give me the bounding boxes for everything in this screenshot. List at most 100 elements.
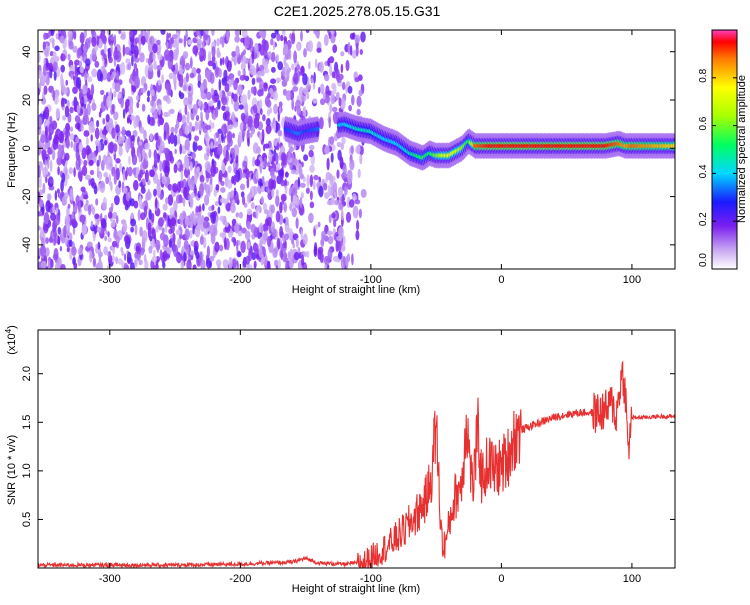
- snr-scale-exp: 4: [4, 328, 13, 333]
- spectrogram-noise-blob: [299, 196, 303, 209]
- spectrogram-noise-blob: [255, 253, 259, 260]
- spectrogram-noise-blob: [314, 58, 318, 68]
- spectrogram-noise-blob: [38, 52, 41, 63]
- spectrogram-noise-blob: [70, 140, 73, 149]
- spectrogram-noise-blob: [243, 123, 247, 131]
- spectrogram-noise-blob: [303, 87, 309, 95]
- spectrogram-noise-blob: [232, 132, 235, 139]
- spectrogram-noise-blob: [238, 211, 243, 219]
- spectrogram-noise-blob: [331, 212, 336, 219]
- spectrogram-noise-blob: [148, 148, 152, 159]
- spectrogram-noise-blob: [187, 92, 193, 105]
- spectrogram-noise-blob: [149, 133, 153, 142]
- spectrogram-noise-blob: [225, 149, 229, 162]
- spectrogram-noise-blob: [107, 237, 112, 243]
- spectrogram-noise-blob: [327, 235, 334, 245]
- spectrogram-noise-blob: [69, 188, 74, 201]
- spectrogram-noise-blob: [180, 260, 185, 269]
- spectrogram-noise-blob: [203, 31, 206, 44]
- spectrogram-noise-blob: [300, 182, 306, 188]
- spectrogram-noise-blob: [239, 183, 246, 191]
- spectrogram-noise-blob: [242, 160, 248, 168]
- spectrogram-noise-blob: [162, 261, 166, 269]
- spectrogram-noise-blob: [135, 246, 140, 252]
- spectrogram-noise-blob: [90, 220, 94, 228]
- spectrogram-noise-blob: [292, 86, 299, 92]
- spectrogram-noise-blob: [242, 69, 247, 75]
- spectrogram-noise-blob: [163, 49, 170, 61]
- spectrogram-noise-blob: [209, 224, 216, 237]
- spectrogram-noise-blob: [96, 226, 102, 233]
- spectrogram-noise-blob: [210, 141, 214, 150]
- spectrogram-noise-blob: [227, 144, 231, 151]
- spectrogram-noise-blob: [168, 32, 172, 39]
- spectrogram-noise-blob: [295, 237, 299, 248]
- spectrogram-noise-blob: [268, 150, 272, 164]
- spectrogram-noise-blob: [38, 225, 41, 231]
- spectrogram-noise-blob: [313, 246, 318, 258]
- spectrogram-noise-blob: [319, 251, 324, 264]
- spectrogram-noise-blob: [138, 195, 142, 209]
- spectrogram-noise-blob: [256, 146, 261, 155]
- spectrogram-noise-blob: [264, 230, 268, 240]
- spectrogram-noise-blob: [120, 62, 126, 75]
- spectrogram-noise-blob: [233, 55, 237, 66]
- spectrogram-noise-blob: [292, 243, 296, 249]
- spectrogram-noise-blob: [99, 180, 106, 193]
- spectrogram-noise-blob: [230, 190, 235, 199]
- spectrogram-noise-blob: [284, 233, 289, 241]
- spectrogram-noise-blob: [138, 152, 141, 163]
- spectrogram-noise-blob: [338, 73, 344, 80]
- spectrogram-noise-blob: [262, 223, 269, 233]
- spectrogram-noise-blob: [318, 61, 324, 73]
- spectrogram-noise-blob: [38, 143, 42, 156]
- spectrogram-noise-blob: [228, 124, 234, 130]
- spectrogram-noise-blob: [76, 49, 81, 59]
- spectrogram-noise-blob: [167, 56, 173, 70]
- spectrogram-noise-blob: [323, 146, 330, 155]
- spectrogram-noise-blob: [54, 190, 58, 201]
- spectrogram-noise-blob: [57, 148, 64, 160]
- spectrogram-noise-blob: [205, 91, 212, 101]
- svg-text:(x104): (x104): [4, 325, 18, 355]
- spectrogram-noise-blob: [323, 182, 328, 191]
- spectrogram-noise-blob: [232, 93, 238, 103]
- spectrogram-noise-blob: [303, 154, 309, 162]
- spectrogram-noise-blob: [234, 222, 240, 234]
- spectrogram-noise-blob: [309, 190, 313, 201]
- spectrogram-noise-blob: [68, 167, 74, 175]
- spectrogram-noise-blob: [67, 53, 71, 61]
- spectrogram-noise-blob: [44, 106, 50, 120]
- spectrogram-noise-blob: [309, 201, 315, 209]
- spectrogram-noise-blob: [165, 82, 168, 89]
- spectrogram-noise-blob: [43, 32, 47, 41]
- spectrogram-noise-blob: [166, 41, 169, 50]
- spectrogram-noise-blob: [198, 50, 204, 57]
- spectrogram-noise-blob: [314, 224, 319, 230]
- spectrogram-noise-blob: [45, 125, 48, 138]
- spectrogram-noise-blob: [323, 34, 329, 46]
- spectrogram-noise-blob: [60, 53, 66, 62]
- spectrogram-noise-blob: [128, 155, 131, 166]
- spectrogram-noise-blob: [216, 47, 220, 58]
- spectrogram-noise-blob: [226, 30, 230, 42]
- spectrogram-noise-blob: [146, 96, 150, 103]
- spectrogram-noise-blob: [298, 203, 305, 216]
- spectrogram-noise-blob: [164, 253, 171, 259]
- spectrogram-noise-blob: [42, 64, 47, 77]
- spectrogram-noise-blob: [293, 144, 297, 151]
- spectrogram-noise-blob: [123, 199, 128, 206]
- spectrogram-noise-blob: [219, 215, 225, 222]
- spectrogram-noise-blob: [200, 259, 206, 269]
- spectrogram-noise-blob: [107, 211, 113, 219]
- spectrogram-noise-blob: [163, 147, 169, 155]
- spectrogram-noise-blob: [233, 79, 238, 91]
- spectrogram-noise-blob: [302, 176, 306, 183]
- spectrogram-noise-blob: [139, 52, 145, 63]
- spectrogram-noise-blob: [55, 32, 59, 40]
- spectrogram-noise-blob: [224, 83, 230, 93]
- spectrogram-y-tick-label: -20: [21, 189, 33, 205]
- spectrogram-noise-blob: [277, 61, 284, 71]
- spectrogram-noise-blob: [93, 185, 98, 195]
- spectrogram-noise-blob: [134, 258, 138, 268]
